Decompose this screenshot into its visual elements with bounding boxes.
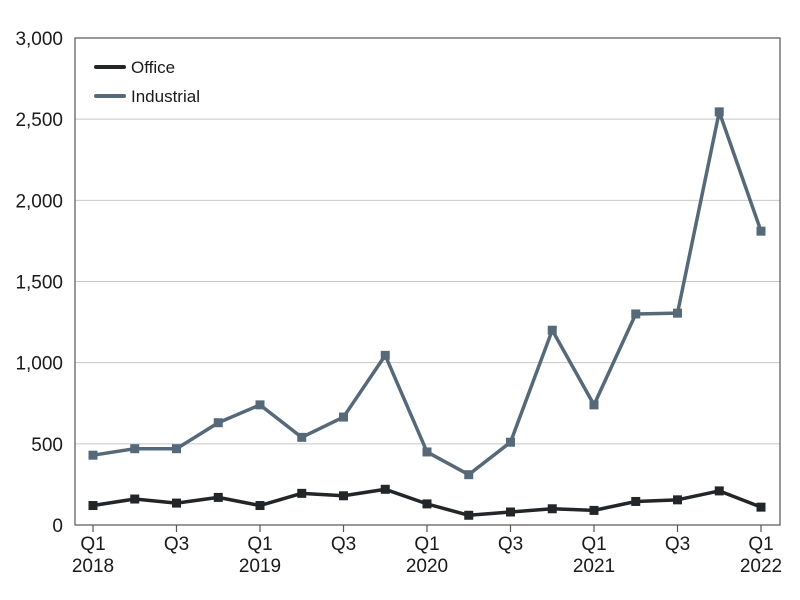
- data-point-office: [297, 488, 307, 498]
- data-point-industrial: [213, 418, 223, 428]
- data-point-office: [714, 486, 724, 496]
- series: [88, 107, 766, 520]
- data-point-industrial: [297, 432, 307, 442]
- data-point-office: [547, 504, 557, 514]
- data-point-office: [506, 507, 515, 517]
- data-point-industrial: [339, 412, 348, 422]
- x-tick-label: 2018: [72, 556, 114, 577]
- y-tick-label: 2,000: [15, 191, 63, 212]
- data-point-industrial: [506, 437, 515, 447]
- data-point-office: [756, 502, 766, 512]
- x-tick-label: Q1: [581, 534, 606, 555]
- y-tick-label: 3,000: [15, 29, 63, 50]
- data-point-office: [130, 494, 140, 504]
- data-point-office: [589, 505, 599, 515]
- x-tick-label: 2022: [740, 556, 782, 577]
- data-point-office: [380, 484, 390, 494]
- data-point-industrial: [756, 226, 766, 236]
- x-tick-label: Q3: [164, 534, 189, 555]
- data-point-office: [631, 496, 641, 506]
- legend-label-industrial: Industrial: [131, 87, 200, 106]
- y-tick-label: 500: [31, 435, 63, 456]
- data-point-office: [339, 491, 348, 501]
- gridlines: [75, 118, 780, 445]
- data-point-office: [213, 492, 223, 502]
- data-point-industrial: [380, 350, 390, 360]
- data-point-industrial: [714, 107, 724, 117]
- x-tick-label: Q1: [247, 534, 272, 555]
- data-point-office: [673, 495, 682, 505]
- y-tick-label: 1,000: [15, 354, 63, 375]
- x-tick-label: 2019: [239, 556, 281, 577]
- x-tick-label: Q3: [665, 534, 690, 555]
- data-point-industrial: [547, 325, 557, 335]
- series-line-industrial: [91, 110, 763, 477]
- data-point-industrial: [589, 400, 599, 410]
- y-tick-label: 1,500: [15, 273, 63, 294]
- data-point-industrial: [172, 444, 181, 454]
- data-point-office: [255, 501, 265, 511]
- x-tick-label: Q1: [748, 534, 773, 555]
- data-point-industrial: [673, 308, 682, 318]
- x-tick-label: Q3: [331, 534, 356, 555]
- x-tick-label: 2021: [573, 556, 615, 577]
- data-point-industrial: [464, 470, 474, 480]
- x-tick-label: Q1: [80, 534, 105, 555]
- data-point-industrial: [130, 444, 140, 454]
- y-tick-label: 0: [52, 516, 63, 537]
- y-tick-label: 2,500: [15, 110, 63, 131]
- x-tick-label: 2020: [406, 556, 448, 577]
- data-point-office: [464, 510, 474, 520]
- data-point-office: [88, 501, 98, 511]
- x-tick-label: Q3: [498, 534, 523, 555]
- legend: Office Industrial: [94, 58, 200, 106]
- data-point-office: [422, 499, 432, 509]
- data-point-industrial: [255, 400, 265, 410]
- x-tick-label: Q1: [414, 534, 439, 555]
- data-point-office: [172, 498, 181, 508]
- data-point-industrial: [422, 447, 432, 457]
- data-point-industrial: [88, 450, 98, 460]
- data-point-industrial: [631, 309, 641, 319]
- legend-label-office: Office: [131, 58, 175, 77]
